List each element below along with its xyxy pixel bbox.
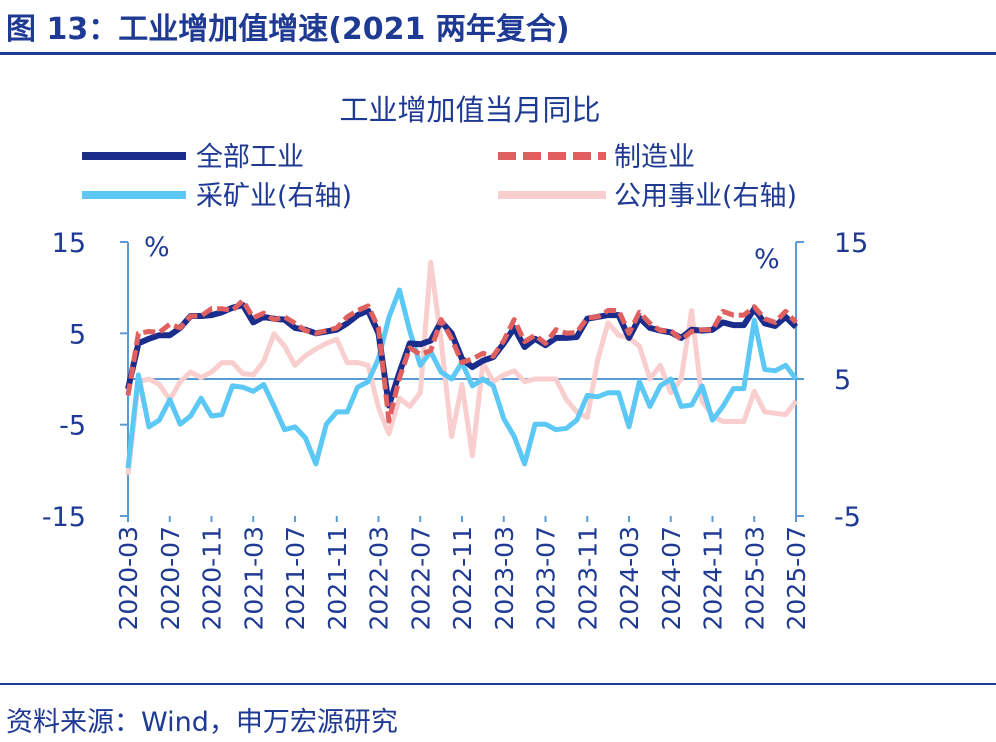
- figure-title: 图 13：工业增加值增速(2021 两年复合): [6, 12, 570, 47]
- left-tick-label-3: -15: [42, 502, 86, 533]
- left-axis-unit: %: [144, 232, 170, 263]
- x-tick-label-4: 2021-07: [281, 526, 310, 630]
- x-tick-label-11: 2023-11: [573, 526, 602, 630]
- x-tick-label-13: 2024-07: [657, 526, 686, 630]
- x-tick-label-2: 2020-11: [198, 526, 227, 630]
- source-note: 资料来源：Wind，申万宏源研究: [6, 707, 398, 738]
- title-rule: [0, 52, 996, 55]
- right-tick-label-1: 5: [834, 365, 851, 396]
- right-tick-label-0: 15: [834, 228, 868, 259]
- chart-title: 工业增加值当月同比: [339, 93, 600, 127]
- series-line-3: [125, 260, 798, 476]
- legend-label-3: 公用事业(右轴): [614, 181, 797, 212]
- legend-label-1: 制造业: [614, 142, 695, 173]
- right-axis-unit: %: [754, 244, 780, 275]
- x-tick-label-10: 2023-07: [532, 526, 561, 630]
- left-tick-label-1: 5: [69, 319, 86, 350]
- x-tick-label-7: 2022-07: [406, 526, 435, 630]
- x-tick-label-5: 2021-11: [323, 526, 352, 630]
- x-tick-label-15: 2025-03: [740, 526, 769, 630]
- left-tick-label-0: 15: [52, 228, 86, 259]
- x-tick-label-1: 2020-07: [156, 526, 185, 630]
- legend-label-2: 采矿业(右轴): [196, 181, 352, 212]
- x-tick-label-12: 2024-03: [615, 526, 644, 630]
- x-tick-label-3: 2021-03: [239, 526, 268, 630]
- x-tick-label-16: 2025-07: [782, 526, 811, 630]
- x-tick-label-0: 2020-03: [114, 526, 143, 630]
- left-tick-label-2: -5: [59, 411, 86, 442]
- source-rule: [0, 683, 996, 685]
- series-line-1: [125, 298, 798, 424]
- right-tick-label-2: -5: [834, 502, 861, 533]
- x-tick-label-8: 2022-11: [448, 526, 477, 630]
- x-tick-label-6: 2022-03: [365, 526, 394, 630]
- legend-label-0: 全部工业: [196, 142, 304, 173]
- x-tick-label-14: 2024-11: [699, 526, 728, 630]
- x-tick-label-9: 2023-03: [490, 526, 519, 630]
